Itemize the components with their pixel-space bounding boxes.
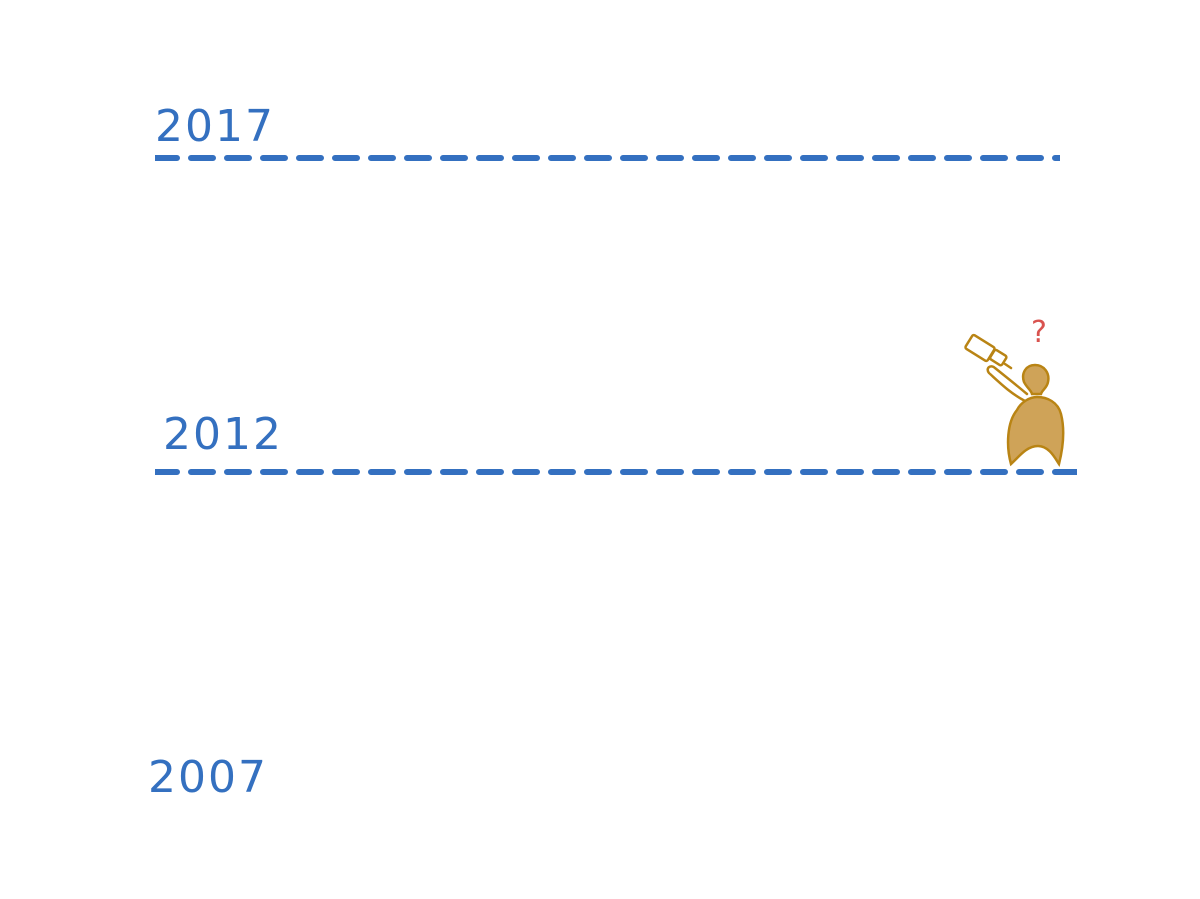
telescope-joint: [1003, 362, 1013, 370]
telescope-eyepiece: [988, 348, 1008, 367]
timeline-line-2012: [155, 469, 1077, 475]
raised-arm: [986, 365, 1029, 403]
figure-head: [1021, 363, 1050, 396]
year-label-2007: 2007: [148, 752, 268, 803]
person-with-telescope-icon: [955, 318, 1075, 478]
figure-body: [1006, 395, 1065, 468]
timeline-line-2017: [155, 155, 1060, 161]
year-label-2012: 2012: [163, 409, 283, 460]
question-mark: ?: [1031, 315, 1047, 350]
year-label-2017: 2017: [155, 101, 275, 152]
